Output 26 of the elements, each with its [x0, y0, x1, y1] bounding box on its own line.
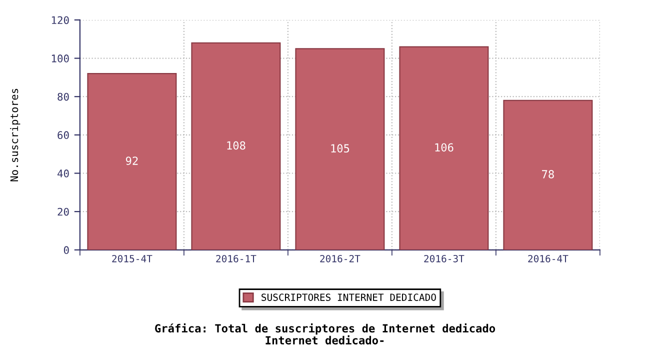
- y-tick-label: 60: [58, 131, 69, 140]
- legend-label: SUSCRIPTORES INTERNET DEDICADO: [262, 294, 436, 301]
- y-axis-title: No.suscriptores: [10, 88, 20, 182]
- y-tick-label: 40: [58, 170, 69, 178]
- y-tick-label: 100: [52, 54, 69, 62]
- data-label: 92: [126, 156, 138, 166]
- data-label: 78: [542, 170, 554, 178]
- y-tick-label: 120: [52, 16, 69, 24]
- y-tick-label: 20: [58, 208, 69, 216]
- data-label: 108: [227, 141, 246, 150]
- bar: [295, 48, 385, 250]
- x-tick-label: 2016-4T: [528, 254, 568, 262]
- y-tick-label: 0: [64, 246, 69, 254]
- x-tick-label: 2016-1T: [216, 254, 256, 262]
- x-tick-label: 2016-3T: [424, 254, 464, 262]
- data-label: 106: [435, 143, 454, 152]
- x-tick-label: 2015-4T: [112, 254, 152, 262]
- bar: [87, 73, 177, 250]
- x-tick-label: 2016-2T: [320, 254, 360, 262]
- bar: [191, 42, 281, 250]
- bar: [503, 100, 593, 250]
- data-label: 105: [331, 144, 350, 153]
- text: Gráfica: Total de suscriptores de Internet dedicado: [155, 323, 496, 335]
- bar: [399, 46, 489, 250]
- text: Internet dedicado-: [266, 335, 384, 344]
- y-tick-label: 80: [58, 92, 69, 101]
